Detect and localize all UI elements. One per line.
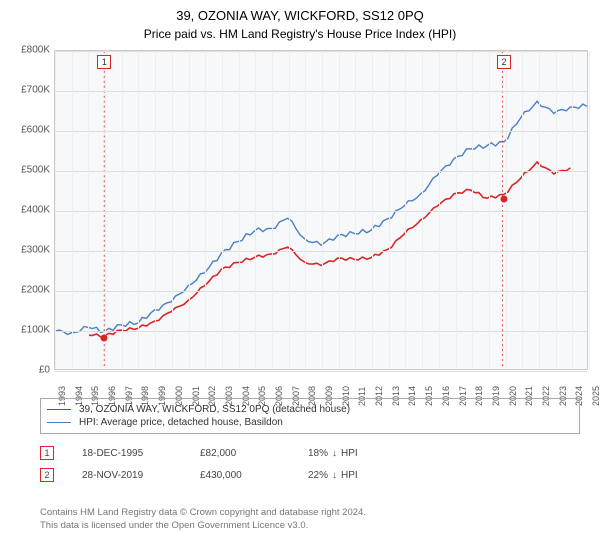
row-marker: 2 xyxy=(40,468,54,482)
gridline-h xyxy=(55,91,587,92)
y-axis-label: £200K xyxy=(21,285,50,296)
gridline-v xyxy=(72,51,73,369)
series-hpi xyxy=(55,101,587,334)
y-axis-label: £400K xyxy=(21,205,50,216)
gridline-v xyxy=(305,51,306,369)
gridline-v xyxy=(105,51,106,369)
row-delta: 18% ↓ HPI xyxy=(308,448,388,459)
row-delta-suffix: HPI xyxy=(341,470,358,481)
page-title: 39, OZONIA WAY, WICKFORD, SS12 0PQ xyxy=(0,0,600,23)
gridline-v xyxy=(172,51,173,369)
y-axis: £0£100K£200K£300K£400K£500K£600K£700K£80… xyxy=(12,50,52,390)
gridline-v xyxy=(255,51,256,369)
footer-note: Contains HM Land Registry data © Crown c… xyxy=(40,506,580,533)
gridline-v xyxy=(539,51,540,369)
gridline-v xyxy=(522,51,523,369)
price-chart: £0£100K£200K£300K£400K£500K£600K£700K£80… xyxy=(12,50,588,390)
gridline-v xyxy=(339,51,340,369)
gridline-v xyxy=(189,51,190,369)
gridline-v xyxy=(55,51,56,369)
gridline-v xyxy=(322,51,323,369)
legend: 39, OZONIA WAY, WICKFORD, SS12 0PQ (deta… xyxy=(40,398,580,434)
gridline-v xyxy=(572,51,573,369)
page-subtitle: Price paid vs. HM Land Registry's House … xyxy=(0,23,600,41)
gridline-v xyxy=(272,51,273,369)
gridline-v xyxy=(289,51,290,369)
footer-line-2: This data is licensed under the Open Gov… xyxy=(40,519,580,532)
plot-area: 12 xyxy=(54,50,588,370)
arrow-down-icon: ↓ xyxy=(332,448,337,459)
gridline-v xyxy=(88,51,89,369)
gridline-v xyxy=(122,51,123,369)
row-delta-pct: 18% xyxy=(308,448,328,459)
series-property xyxy=(88,162,570,337)
row-delta-suffix: HPI xyxy=(341,448,358,459)
gridline-v xyxy=(205,51,206,369)
legend-row: HPI: Average price, detached house, Basi… xyxy=(47,416,573,429)
chart-lines xyxy=(55,51,587,369)
legend-swatch xyxy=(47,422,71,423)
gridline-v xyxy=(472,51,473,369)
legend-row: 39, OZONIA WAY, WICKFORD, SS12 0PQ (deta… xyxy=(47,403,573,416)
gridline-v xyxy=(439,51,440,369)
gridline-h xyxy=(55,171,587,172)
x-axis: 1993199419951996199719981999200020012002… xyxy=(54,370,588,390)
gridline-h xyxy=(55,131,587,132)
gridline-h xyxy=(55,251,587,252)
gridline-v xyxy=(389,51,390,369)
arrow-down-icon: ↓ xyxy=(332,470,337,481)
footer-line-1: Contains HM Land Registry data © Crown c… xyxy=(40,506,580,519)
y-axis-label: £700K xyxy=(21,85,50,96)
legend-label: HPI: Average price, detached house, Basi… xyxy=(79,417,283,428)
row-delta-pct: 22% xyxy=(308,470,328,481)
row-price: £430,000 xyxy=(200,470,280,481)
row-date: 28-NOV-2019 xyxy=(82,470,172,481)
gridline-v xyxy=(239,51,240,369)
gridline-v xyxy=(489,51,490,369)
gridline-v xyxy=(222,51,223,369)
gridline-h xyxy=(55,331,587,332)
gridline-v xyxy=(405,51,406,369)
legend-swatch xyxy=(47,409,71,411)
y-axis-label: £800K xyxy=(21,45,50,56)
gridline-v xyxy=(422,51,423,369)
row-date: 18-DEC-1995 xyxy=(82,448,172,459)
gridline-v xyxy=(589,51,590,369)
marker-label: 2 xyxy=(497,55,511,69)
y-axis-label: £300K xyxy=(21,245,50,256)
gridline-v xyxy=(556,51,557,369)
sale-record-row: 1 18-DEC-1995 £82,000 18% ↓ HPI xyxy=(40,442,580,464)
sale-record-row: 2 28-NOV-2019 £430,000 22% ↓ HPI xyxy=(40,464,580,486)
y-axis-label: £500K xyxy=(21,165,50,176)
gridline-v xyxy=(372,51,373,369)
gridline-v xyxy=(138,51,139,369)
sale-records: 1 18-DEC-1995 £82,000 18% ↓ HPI 2 28-NOV-2019 £4… xyxy=(40,442,580,486)
y-axis-label: £0 xyxy=(39,365,50,376)
gridline-h xyxy=(55,211,587,212)
marker-dot xyxy=(101,335,108,342)
gridline-v xyxy=(456,51,457,369)
row-marker: 1 xyxy=(40,446,54,460)
gridline-v xyxy=(506,51,507,369)
row-price: £82,000 xyxy=(200,448,280,459)
marker-label: 1 xyxy=(97,55,111,69)
y-axis-label: £600K xyxy=(21,125,50,136)
legend-label: 39, OZONIA WAY, WICKFORD, SS12 0PQ (deta… xyxy=(79,404,350,415)
gridline-v xyxy=(155,51,156,369)
marker-dot xyxy=(501,196,508,203)
gridline-h xyxy=(55,291,587,292)
gridline-v xyxy=(355,51,356,369)
gridline-h xyxy=(55,51,587,52)
y-axis-label: £100K xyxy=(21,325,50,336)
row-delta: 22% ↓ HPI xyxy=(308,470,388,481)
